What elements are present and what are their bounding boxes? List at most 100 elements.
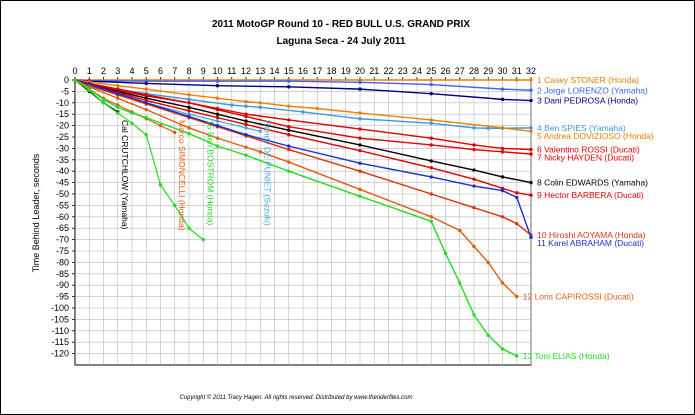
x-tick-label: 30 [497, 66, 507, 76]
x-tick-label: 12 [241, 66, 251, 76]
series-point [130, 111, 134, 115]
y-tick-label: -50 [56, 189, 69, 199]
series-point [358, 136, 362, 140]
series-point [215, 84, 220, 88]
series-point [529, 98, 533, 103]
series-point [101, 97, 106, 102]
series-line [74, 79, 532, 132]
series-point [515, 191, 519, 195]
x-tick-label: 20 [355, 66, 365, 76]
series-point [287, 79, 291, 83]
series-point [486, 126, 490, 131]
y-tick-label: -35 [56, 155, 69, 165]
y-tick-label: -40 [56, 166, 69, 176]
series-point [500, 281, 505, 285]
series-point [215, 144, 220, 148]
series-point [187, 131, 191, 136]
series-point [144, 87, 148, 91]
series-point [187, 126, 191, 130]
x-tick-label: 26 [440, 66, 450, 76]
series-point [116, 91, 120, 96]
series-point [215, 112, 220, 116]
x-tick-label: 32 [526, 66, 536, 76]
series-end-label: 8 Colin EDWARDS (Yamaha) [537, 178, 648, 188]
series-point [458, 228, 462, 233]
x-tick-label: 24 [412, 66, 422, 76]
series-point [358, 143, 362, 147]
series-point [315, 106, 319, 111]
series-point [472, 244, 476, 249]
series-point [144, 115, 148, 120]
x-tick-label: 16 [298, 66, 308, 76]
series-point [429, 192, 433, 196]
series-point [500, 87, 505, 91]
x-tick-label: 14 [269, 66, 279, 76]
series-point [258, 150, 262, 154]
series-point [486, 260, 490, 265]
series-point [287, 104, 291, 108]
grid-lines [75, 80, 532, 365]
series-end-label: 4 Ben SPIES (Yamaha) [537, 123, 626, 133]
series-end-label: 11 Karel ABRAHAM (Ducati) [537, 238, 644, 248]
x-tick-label: 19 [341, 66, 351, 76]
series-end-label: 1 Casey STONER (Honda) [537, 75, 639, 85]
x-tick-label: 27 [455, 66, 465, 76]
y-tick-label: -20 [56, 121, 69, 131]
series-point [215, 136, 220, 140]
series-point [429, 121, 433, 126]
series-line [74, 79, 532, 196]
x-tick-label: 25 [426, 66, 436, 76]
crash-series-point [158, 183, 163, 187]
series-point [529, 147, 533, 152]
y-tick-label: -70 [56, 235, 69, 245]
crash-series-point [201, 237, 205, 242]
series-point [287, 125, 291, 129]
series-point [287, 133, 291, 137]
series-end-label: 2 Jorge LORENZO (Yamaha) [537, 85, 648, 95]
x-tick-label: 17 [312, 66, 322, 76]
series-point [244, 122, 248, 127]
series-point [472, 143, 476, 147]
series-point [472, 205, 476, 210]
y-tick-label: -100 [51, 303, 69, 313]
y-tick-label: -5 [61, 86, 69, 96]
x-tick-label: 3 [115, 66, 120, 76]
series-point [358, 80, 362, 84]
series-end-label: 5 Andrea DOVIZIOSO (Honda) [537, 131, 654, 141]
series-point [458, 281, 462, 285]
x-tick-label: 13 [255, 66, 265, 76]
series-point [116, 96, 120, 100]
x-tick-label: 21 [369, 66, 379, 76]
series-end-label: 10 Hiroshi AOYAMA (Honda) [537, 230, 646, 240]
y-tick-label: -30 [56, 143, 69, 153]
series-end-label: 7 Nicky HAYDEN (Ducati) [537, 153, 634, 163]
series-point [215, 79, 220, 83]
crash-series-point [173, 203, 177, 208]
series-line [74, 79, 518, 298]
y-tick-label: -75 [56, 246, 69, 256]
series-point [529, 88, 533, 92]
series-point [287, 144, 291, 148]
series-point [472, 177, 476, 181]
y-tick-label: -120 [51, 349, 69, 359]
series-point [472, 184, 476, 188]
series-point [287, 160, 291, 164]
x-tick-label: 10 [212, 66, 222, 76]
crash-series-point [144, 133, 148, 137]
x-tick-label: 29 [483, 66, 493, 76]
y-tick-label: 0 [64, 75, 69, 85]
crash-label: Randy DE PUNIET (Suzuki) [262, 120, 272, 226]
y-tick-label: -25 [56, 132, 69, 142]
series-point [358, 148, 362, 153]
series-point [244, 119, 248, 123]
copyright-note: Copyright © 2011 Tracy Hagen. All rights… [179, 394, 412, 401]
series-point [358, 187, 362, 192]
series-point [215, 107, 220, 112]
series-point [144, 93, 148, 97]
series-point [500, 126, 505, 130]
y-tick-label: -10 [56, 98, 69, 108]
x-tick-label: 22 [383, 66, 393, 76]
series-point [515, 78, 519, 82]
series-point [215, 115, 220, 120]
